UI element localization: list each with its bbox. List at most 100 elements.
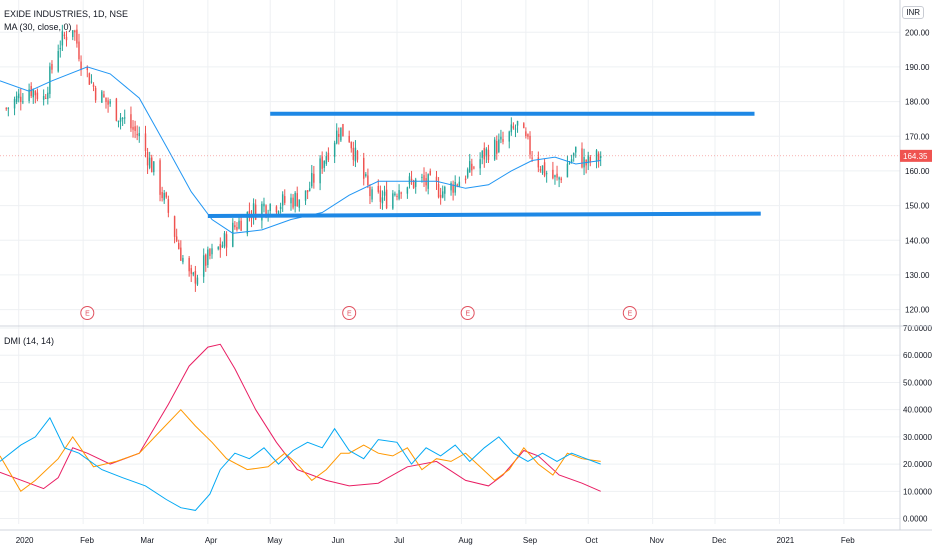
candle-body [340,127,342,141]
candle-body [570,159,573,163]
candle-body [15,95,18,103]
candle-body [471,163,473,171]
earnings-marker [80,306,95,320]
candle-body [57,51,59,72]
candle-body [400,192,402,194]
symbol-title: EXIDE INDUSTRIES, 1D, NSE [4,9,129,19]
candle-body [383,191,386,196]
candle-body [178,243,180,250]
price-tick-label: 140.00 [905,236,930,245]
candle-body [464,178,467,181]
candle-body [481,150,483,158]
candle-body [134,126,136,131]
earnings-marker-label: E [85,311,90,318]
candle-body [167,199,170,213]
candle-body [148,157,151,168]
candle-body [281,194,284,206]
candle-body [153,161,155,173]
candle-body [223,233,226,247]
candle-body [466,169,469,178]
candle-body [290,197,292,204]
currency-badge[interactable]: INR [902,6,924,19]
candle-body [209,249,211,256]
candle-body [269,203,271,212]
candle-body [508,131,510,142]
candle-body [363,157,365,179]
candle-body [313,173,315,183]
candle-body [277,211,280,214]
candle-body [123,117,126,119]
candle-body [219,243,222,250]
candle-body [381,197,384,204]
candle-body [308,188,311,191]
candle-body [159,160,161,195]
candle-body [510,124,513,133]
candle-body [423,175,425,181]
candle-body [597,153,600,161]
time-tick-label: Dec [712,536,726,545]
candle-body [493,139,496,160]
candle-body [94,87,97,101]
candle-body [595,150,598,162]
channel-line-support [207,211,761,218]
candle-body [531,157,533,159]
candle-body [356,151,359,160]
candle-body [279,206,282,210]
dmi-line-adx [0,343,601,492]
candle-body [479,159,481,169]
candle-body [146,151,149,166]
candle-body [298,199,301,208]
candle-body [541,165,544,173]
ma-legend: MA (30, close, 0) [4,22,72,32]
candle-body [487,149,490,161]
candle-body [392,193,394,209]
candle-body [414,179,417,187]
time-tick-label: Aug [458,536,472,545]
time-tick-label: Jul [394,536,404,545]
candle-body [28,89,30,101]
candle-body [182,257,184,263]
candle-body [514,128,517,130]
candle-body [232,222,234,247]
earnings-marker-label: E [465,311,470,318]
candle-body [115,98,118,121]
candle-body [338,133,340,137]
candle-body [173,216,176,237]
candle-body [325,156,328,164]
time-tick-label: Mar [140,536,154,545]
candle-body [59,47,62,50]
candle-body [207,249,209,265]
candle-body [319,158,321,184]
candle-body [377,185,380,192]
candle-body [537,157,540,168]
candle-body [45,97,47,99]
candle-body [194,271,197,284]
candle-body [456,184,459,186]
main-legend: EXIDE INDUSTRIES, 1D, NSE MA (30, close,… [4,8,128,34]
candle-body [202,255,205,277]
time-tick-label: May [267,536,282,545]
earnings-marker [622,306,637,320]
candle-body [421,176,423,178]
candle-body [47,92,49,99]
ma-line [0,66,601,234]
candle-body [263,203,265,207]
candle-body [545,173,548,175]
candle-body [105,97,107,103]
time-tick-label: Feb [841,536,855,545]
price-tick-label: 120.00 [905,306,930,315]
earnings-marker-label: E [347,311,352,318]
candle-body [311,173,313,187]
candle-body [599,155,602,158]
candle-body [587,155,589,164]
candle-body [5,108,7,110]
candle-body [350,142,352,149]
candle-body [566,163,569,178]
candle-body [121,118,124,120]
candle-body [180,247,182,261]
price-tick-label: 130.00 [905,271,930,280]
candle-body [17,93,20,99]
earnings-marker-label: E [628,311,633,318]
candle-body [130,114,132,129]
